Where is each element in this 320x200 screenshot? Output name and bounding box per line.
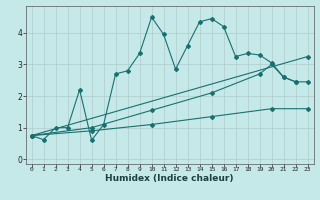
X-axis label: Humidex (Indice chaleur): Humidex (Indice chaleur) [105, 174, 234, 183]
